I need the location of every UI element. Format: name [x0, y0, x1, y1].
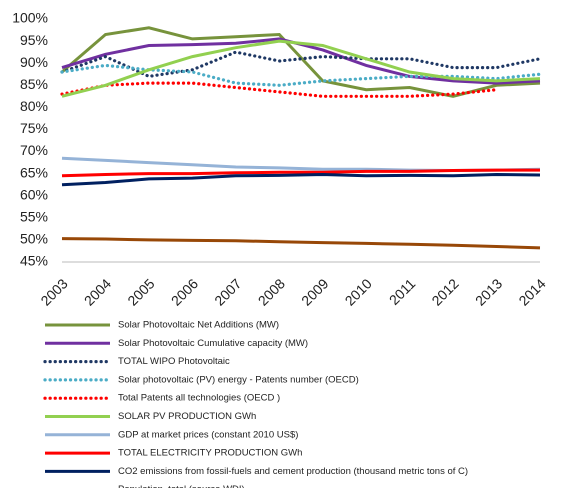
x-tick-label: 2004 — [81, 275, 114, 308]
legend-label: Solar Photovoltaic Net Additions (MW) — [118, 320, 279, 331]
legend-label: CO2 emissions from fossil-fuels and ceme… — [118, 466, 468, 477]
legend-label: Total Patents all technologies (OECD ) — [118, 393, 280, 404]
x-tick-label: 2008 — [255, 275, 288, 308]
x-tick-label: 2010 — [342, 275, 375, 308]
y-tick-label: 85% — [20, 76, 48, 92]
legend-label: SOLAR PV PRODUCTION GWh — [118, 411, 256, 422]
series-line — [61, 26, 541, 98]
x-tick-label: 2011 — [386, 275, 419, 308]
x-tick-label: 2006 — [168, 275, 201, 308]
x-tick-label: 2005 — [124, 275, 157, 308]
x-tick-label: 2007 — [211, 275, 244, 308]
x-tick-label: 2014 — [515, 275, 548, 308]
series-line — [60, 81, 499, 98]
x-tick-label: 2013 — [472, 275, 505, 308]
x-tick-label: 2003 — [37, 275, 70, 308]
y-tick-label: 60% — [20, 186, 48, 202]
y-tick-label: 90% — [20, 54, 48, 70]
legend-label: TOTAL ELECTRICITY PRODUCTION GWh — [118, 448, 302, 459]
legend-label: Population, total (source WDI) — [118, 484, 245, 488]
x-tick-label: 2009 — [298, 275, 331, 308]
y-tick-label: 70% — [20, 142, 48, 158]
legend-label: Solar Photovoltaic Cumulative capacity (… — [118, 338, 308, 349]
x-tick-label: 2012 — [428, 275, 461, 308]
series-line — [60, 63, 542, 87]
y-tick-label: 80% — [20, 98, 48, 114]
legend-label: GDP at market prices (constant 2010 US$) — [118, 429, 298, 440]
y-tick-label: 95% — [20, 32, 48, 48]
series-line — [61, 39, 541, 98]
series-line — [61, 156, 541, 173]
series-line — [61, 168, 540, 178]
y-tick-label: 65% — [20, 164, 48, 180]
y-tick-label: 75% — [20, 120, 48, 136]
series-line — [61, 172, 541, 187]
y-tick-label: 55% — [20, 209, 48, 225]
legend-label: Solar photovoltaic (PV) energy - Patents… — [118, 374, 359, 385]
y-tick-label: 50% — [20, 231, 48, 247]
y-tick-label: 100% — [12, 10, 48, 26]
legend-label: TOTAL WIPO Photovoltaic — [118, 356, 230, 367]
series-line — [61, 237, 541, 250]
y-tick-label: 45% — [20, 253, 48, 269]
